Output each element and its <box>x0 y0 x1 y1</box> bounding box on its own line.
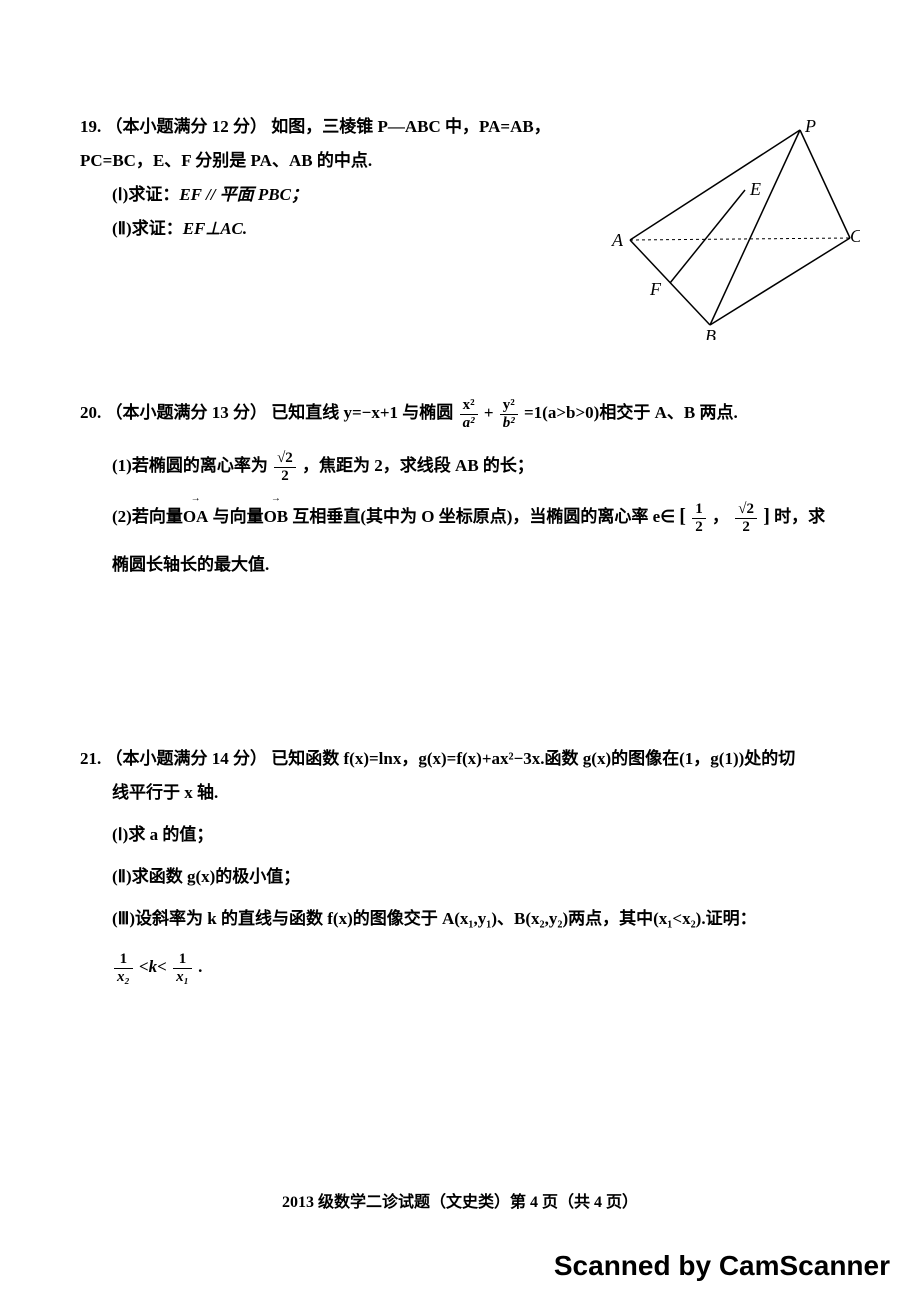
tetrahedron-svg: P E A C F B <box>600 120 860 340</box>
p21-part1: (Ⅰ)求 a 的值； <box>80 818 850 852</box>
problem-20: 20. （本小题满分 13 分） 已知直线 y=−x+1 与椭圆 x²a² + … <box>80 396 850 582</box>
p19-points: （本小题满分 12 分） <box>106 117 268 136</box>
p20-stem: 20. （本小题满分 13 分） 已知直线 y=−x+1 与椭圆 x²a² + … <box>80 396 850 431</box>
p20-part2-c: 互相垂直(其中为 O 坐标原点)，当椭圆的离心率 e∈ <box>292 507 675 526</box>
label-B: B <box>705 326 716 340</box>
p21-part3-ineq: 1x₂ <k< 1x₁ . <box>80 950 850 985</box>
p21-period: . <box>198 957 202 976</box>
p21-frac1: 1x₂ <box>114 951 133 985</box>
problem-19: 19. （本小题满分 12 分） 如图，三棱锥 P—ABC 中，PA=AB，PC… <box>80 110 850 246</box>
p20-part2-d: 时，求 <box>774 507 825 526</box>
p19-part2: (Ⅱ)求证：EF⊥AC. <box>80 212 590 246</box>
p19-part2-text: EF⊥AC. <box>183 219 247 238</box>
p21-stem-b: 线平行于 x 轴. <box>80 776 850 810</box>
p20-br-l: [ <box>679 505 686 527</box>
p19-part2-label: (Ⅱ)求证： <box>112 219 183 238</box>
p20-oa: OA <box>183 500 209 534</box>
p19-part1: (Ⅰ)求证：EF // 平面 PBC； <box>80 178 590 212</box>
p21-frac2: 1x₁ <box>173 951 192 985</box>
p20-part2-frac2: √22 <box>735 501 757 535</box>
problem-21: 21. （本小题满分 14 分） 已知函数 f(x)=lnx，g(x)=f(x)… <box>80 742 850 985</box>
p20-ellipse-frac1: x²a² <box>460 397 478 431</box>
p20-part1-a: (1)若椭圆的离心率为 <box>112 456 268 475</box>
p19-figure: P E A C F B <box>600 120 860 340</box>
p21-part2: (Ⅱ)求函数 g(x)的极小值； <box>80 860 850 894</box>
p21-mid: <k< <box>139 957 167 976</box>
p20-part1: (1)若椭圆的离心率为 √22 ，焦距为 2，求线段 AB 的长； <box>80 449 850 484</box>
p20-part1-b: ，焦距为 2，求线段 AB 的长； <box>302 456 534 475</box>
p21-points: （本小题满分 14 分） <box>106 749 268 768</box>
label-A: A <box>611 230 624 250</box>
p19-stem: 19. （本小题满分 12 分） 如图，三棱锥 P—ABC 中，PA=AB，PC… <box>80 110 590 178</box>
page-footer: 2013 级数学二诊试题（文史类）第 4 页（共 4 页） <box>0 1188 920 1212</box>
p20-comma: ， <box>712 507 729 526</box>
p20-ob: OB <box>264 500 289 534</box>
p20-stem-b: =1(a>b>0)相交于 A、B 两点. <box>524 403 738 422</box>
label-C: C <box>850 226 860 246</box>
p20-part2-frac1: 12 <box>692 501 706 535</box>
label-E: E <box>749 179 761 199</box>
p21-part3: (Ⅲ)设斜率为 k 的直线与函数 f(x)的图像交于 A(x₁,y₁)、B(x₂… <box>80 902 850 936</box>
p21-stem-a: 已知函数 f(x)=lnx，g(x)=f(x)+ax²−3x.函数 g(x)的图… <box>271 749 795 768</box>
p20-br-r: ] <box>763 505 770 527</box>
p20-plus: + <box>484 403 494 422</box>
p21-part3-a: (Ⅲ)设斜率为 k 的直线与函数 f(x)的图像交于 A(x₁,y₁)、B(x₂… <box>112 909 757 928</box>
p21-stem: 21. （本小题满分 14 分） 已知函数 f(x)=lnx，g(x)=f(x)… <box>80 742 850 776</box>
p20-ellipse-frac2: y²b² <box>500 397 518 431</box>
scanner-watermark: Scanned by CamScanner <box>554 1250 890 1282</box>
p19-number: 19. <box>80 117 101 136</box>
p21-number: 21. <box>80 749 101 768</box>
p19-part1-text: EF // 平面 PBC； <box>179 185 308 204</box>
p20-part2-line2: 椭圆长轴长的最大值. <box>80 548 850 582</box>
p20-part2: (2)若向量OA 与向量OB 互相垂直(其中为 O 坐标原点)，当椭圆的离心率 … <box>80 496 850 536</box>
label-F: F <box>649 279 662 299</box>
p20-number: 20. <box>80 403 101 422</box>
p20-part1-frac: √22 <box>274 450 296 484</box>
label-P: P <box>804 120 816 136</box>
p19-part1-label: (Ⅰ)求证： <box>112 185 179 204</box>
p20-stem-a: 已知直线 y=−x+1 与椭圆 <box>271 403 453 422</box>
p20-part2-a: (2)若向量 <box>112 507 183 526</box>
exam-page: 19. （本小题满分 12 分） 如图，三棱锥 P—ABC 中，PA=AB，PC… <box>0 0 920 1105</box>
p20-points: （本小题满分 13 分） <box>106 403 268 422</box>
p20-part2-b: 与向量 <box>213 507 264 526</box>
